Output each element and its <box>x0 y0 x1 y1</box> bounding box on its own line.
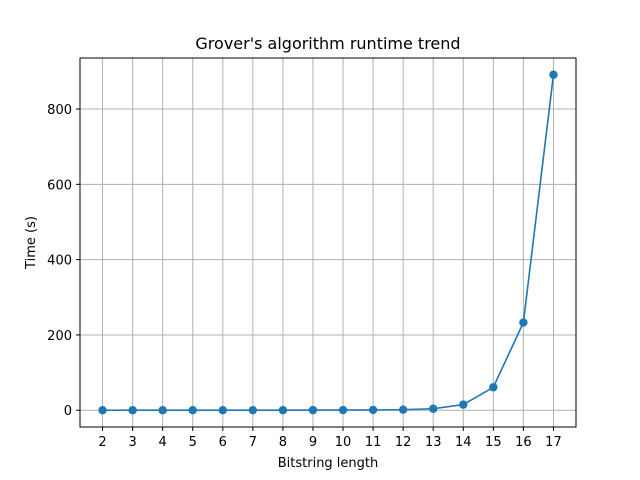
series-layer <box>98 70 558 415</box>
ticks-layer: 2 3 4 5 6 7 8 9 10 11 12 13 14 15 16 17 0 200 400 600 800 <box>47 103 562 450</box>
x-tick-label: 10 <box>335 435 352 450</box>
x-tick-label: 11 <box>365 435 382 450</box>
data-point <box>368 405 378 415</box>
x-tick-label: 6 <box>219 435 227 450</box>
x-tick-label: 13 <box>425 435 442 450</box>
x-tick-label: 14 <box>455 435 472 450</box>
x-tick-label: 17 <box>545 435 562 450</box>
y-tick-label: 600 <box>47 178 72 193</box>
series-line <box>102 74 555 412</box>
data-point <box>218 405 227 415</box>
data-point <box>549 70 558 79</box>
y-axis-label: Time (s) <box>24 216 39 270</box>
data-point <box>158 406 167 415</box>
x-tick-label: 3 <box>128 435 136 450</box>
y-tick-label: 400 <box>47 254 72 269</box>
data-point <box>98 406 107 415</box>
data-point <box>459 400 468 409</box>
x-tick-label: 16 <box>515 435 532 450</box>
y-tick-label: 800 <box>47 103 72 118</box>
x-tick-label: 15 <box>485 435 502 450</box>
data-point <box>338 405 348 415</box>
x-tick-label: 7 <box>249 435 257 450</box>
data-point <box>519 318 528 327</box>
data-point <box>489 383 498 392</box>
x-tick-label: 4 <box>159 435 167 450</box>
y-tick-label: 0 <box>64 404 72 419</box>
x-tick-label: 5 <box>189 435 197 450</box>
x-tick-label: 9 <box>309 435 317 450</box>
plot-frame <box>79 57 577 428</box>
data-point <box>188 406 197 415</box>
data-point <box>429 404 438 413</box>
data-point <box>308 405 318 415</box>
data-point <box>278 405 288 415</box>
x-tick-label: 12 <box>395 435 412 450</box>
data-point <box>128 406 137 415</box>
axes-layer <box>79 57 577 428</box>
x-axis-label: Bitstring length <box>278 456 379 471</box>
data-point <box>248 405 258 415</box>
chart-title: Grover's algorithm runtime trend <box>195 34 460 53</box>
grid-layer <box>80 58 576 427</box>
y-tick-label: 200 <box>47 329 72 344</box>
x-tick-label: 8 <box>279 435 287 450</box>
x-tick-label: 2 <box>98 435 106 450</box>
data-point <box>398 405 408 414</box>
